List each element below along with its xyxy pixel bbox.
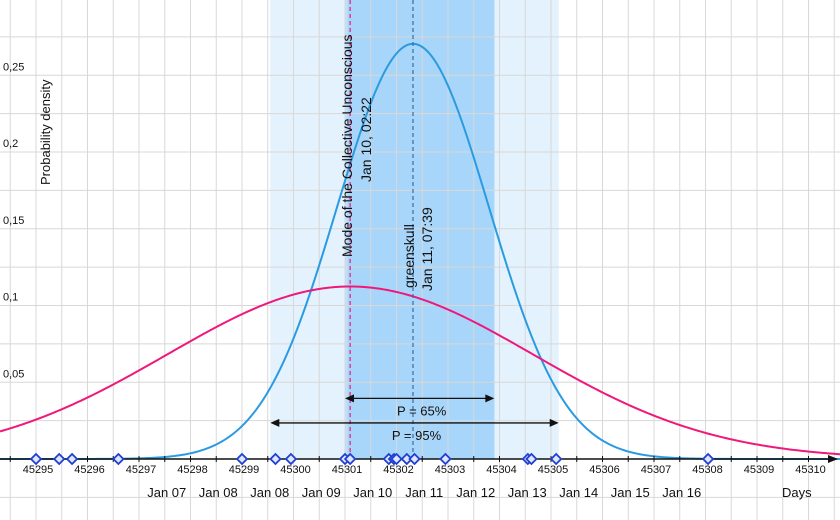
arrow-head-left-2 — [345, 394, 354, 403]
x-tick-label: 45296 — [74, 464, 105, 476]
data-point — [284, 452, 298, 466]
marker-label-2-2: Jan 11, 07:39 — [419, 207, 435, 291]
x-tick-label: 45309 — [744, 464, 775, 476]
x-tick-label: 45307 — [641, 464, 672, 476]
data-point — [549, 452, 563, 466]
x-tick-label: 45303 — [435, 464, 466, 476]
marker-label-1-2: Jan 10, 02:22 — [358, 97, 374, 182]
date-label: Jan 10 — [353, 485, 392, 500]
marker-label-1-1: Mode of the Collective Unconscious — [339, 34, 355, 257]
date-label: Jan 08 — [250, 485, 289, 500]
x-axis-arrowhead — [828, 455, 838, 463]
marker-label-2-1: greenskull — [401, 224, 417, 288]
arrow-head-right-2 — [485, 394, 495, 403]
date-label: Jan 09 — [302, 485, 341, 500]
y-tick-label: 0,25 — [3, 61, 24, 73]
x-axis-label: Days — [782, 485, 812, 500]
date-label: Jan 12 — [456, 485, 495, 500]
date-label: Jan 07 — [147, 485, 186, 500]
date-label: Jan 11 — [405, 485, 443, 500]
x-tick-label: 45304 — [486, 464, 517, 476]
data-point — [701, 452, 715, 466]
y-tick-label: 0,05 — [3, 368, 24, 380]
arrow-head-right-1 — [549, 418, 559, 427]
y-tick-label: 0,1 — [3, 292, 18, 304]
y-axis-label: Probability density — [38, 79, 53, 185]
x-tick-label: 45300 — [280, 464, 311, 476]
x-tick-label: 45301 — [332, 464, 363, 476]
data-point — [439, 452, 452, 466]
data-point — [235, 452, 249, 466]
x-tick-label: 45305 — [538, 464, 569, 476]
date-label: Jan 15 — [611, 485, 650, 500]
date-label: Jan 13 — [508, 485, 547, 500]
y-tick-label: 0,2 — [3, 138, 18, 150]
data-point — [269, 452, 282, 466]
arrow-label-1: P = 95% — [392, 428, 442, 443]
date-label: Jan 08 — [199, 485, 238, 500]
arrow-label-2: P = 65% — [397, 403, 447, 418]
date-label: Jan 16 — [662, 485, 701, 500]
data-point — [390, 452, 403, 466]
probability-arrows: P = 95% P = 65% — [270, 394, 559, 443]
data-point — [29, 452, 43, 466]
density-curve-2 — [0, 285, 840, 456]
data-point — [65, 452, 79, 466]
data-point — [343, 452, 357, 466]
x-axis: 45295 45296 45297 45298 45299 45300 45301 45302… — [0, 455, 838, 500]
marker-lines: Mode of the Collective Unconscious Jan 10… — [339, 0, 435, 459]
x-tick-label: 45298 — [177, 464, 208, 476]
x-tick-label: 45295 — [23, 464, 54, 476]
data-point — [52, 452, 66, 466]
data-points — [29, 452, 715, 466]
y-tick-label: 0,15 — [3, 215, 24, 227]
data-point — [112, 452, 125, 466]
x-tick-label: 45306 — [589, 464, 620, 476]
arrow-head-left-1 — [270, 418, 280, 427]
y-axis: 0,05 0,1 0,15 0,2 0,25 — [3, 61, 24, 380]
x-tick-label: 45310 — [795, 464, 826, 476]
x-tick-label: 45308 — [692, 464, 723, 476]
x-tick-label: 45299 — [229, 464, 260, 476]
date-label: Jan 14 — [559, 485, 598, 500]
data-point — [525, 452, 538, 466]
x-tick-label: 45297 — [126, 464, 157, 476]
x-tick-label: 45302 — [383, 464, 414, 476]
data-point — [408, 452, 421, 466]
